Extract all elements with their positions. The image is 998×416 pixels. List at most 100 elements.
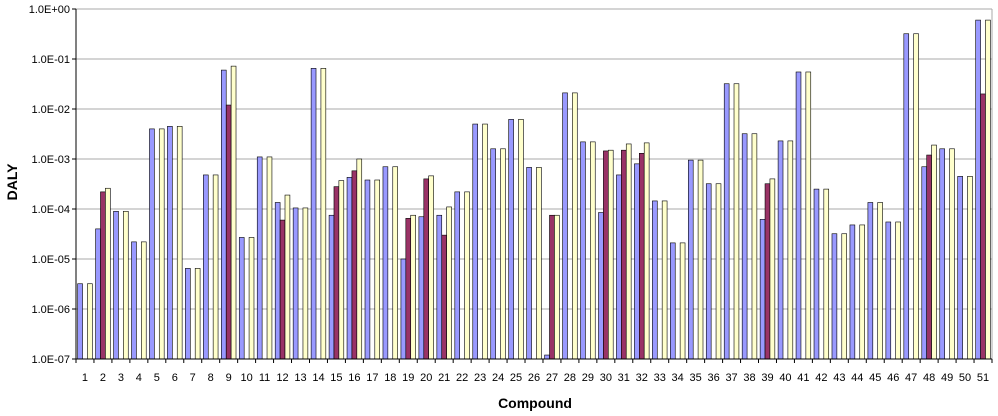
bar	[903, 33, 910, 360]
bar	[723, 83, 730, 360]
bar	[679, 242, 686, 360]
bar	[931, 144, 937, 360]
bar	[105, 187, 111, 360]
bar	[549, 214, 555, 360]
y-tick-label: 1.0E-01	[31, 54, 70, 66]
x-tick-label: 21	[438, 372, 450, 384]
x-tick-label: 12	[276, 372, 288, 384]
x-tick-label: 48	[923, 372, 935, 384]
bar	[274, 202, 281, 360]
bar	[374, 179, 381, 360]
x-tick-label: 11	[259, 372, 270, 384]
x-tick-label: 3	[118, 372, 124, 384]
bar	[212, 174, 219, 360]
bar	[482, 123, 488, 360]
x-tick-label: 13	[294, 372, 306, 384]
bar	[167, 126, 173, 360]
bar	[741, 133, 748, 360]
bar	[95, 228, 101, 360]
bar	[284, 194, 291, 360]
bar	[490, 148, 496, 360]
x-tick-label: 32	[636, 372, 648, 384]
bar	[238, 237, 245, 360]
bar	[805, 71, 812, 360]
y-tick-labels: 1.0E-07 1.0E-06 1.0E-05 1.0E-04 1.0E-03 1.0E-…	[29, 4, 70, 366]
bar	[777, 140, 784, 360]
x-tick-label: 15	[330, 372, 342, 384]
bar	[464, 191, 470, 360]
bar	[980, 93, 986, 360]
bar	[562, 92, 568, 360]
bar	[194, 268, 201, 360]
y-tick-label: 1.0E-06	[31, 304, 70, 316]
x-tick-label: 33	[654, 372, 666, 384]
x-tick-label: 37	[725, 372, 737, 384]
bar	[751, 133, 758, 360]
x-tick-label: 28	[564, 372, 576, 384]
bar	[603, 150, 609, 360]
bar	[733, 83, 740, 360]
bar	[939, 148, 945, 360]
x-tick-label: 27	[546, 372, 558, 384]
bar	[279, 219, 286, 360]
bar	[405, 218, 412, 360]
bar	[795, 71, 802, 360]
x-tick-label: 5	[154, 372, 160, 384]
bar	[590, 141, 596, 360]
x-tick-label: 6	[172, 372, 178, 384]
x-tick-label: 51	[977, 372, 989, 384]
bar	[625, 143, 632, 360]
y-tick-label: 1.0E-02	[31, 104, 70, 116]
bar	[715, 183, 722, 360]
x-tick-label: 31	[618, 372, 630, 384]
bar	[769, 178, 776, 360]
bar	[113, 210, 119, 360]
bar	[131, 241, 137, 360]
bar	[310, 68, 317, 360]
x-tick-label: 36	[707, 372, 719, 384]
bar	[518, 119, 524, 360]
bar	[185, 268, 191, 360]
bar	[508, 119, 514, 360]
bar	[841, 233, 847, 360]
bar	[831, 233, 838, 360]
bar	[302, 207, 309, 360]
bar	[913, 33, 919, 360]
bar	[877, 202, 883, 360]
x-tick-label: 1	[82, 372, 88, 384]
bar	[643, 142, 650, 360]
bar	[957, 176, 963, 360]
bar	[436, 214, 443, 360]
bar	[921, 166, 927, 360]
bar	[141, 241, 147, 360]
x-tick-label: 46	[887, 372, 899, 384]
x-tick-label: 16	[348, 372, 360, 384]
bar	[949, 148, 955, 360]
bar	[687, 159, 694, 360]
x-tick-label: 22	[456, 372, 468, 384]
bar	[652, 200, 658, 360]
bar	[661, 200, 668, 360]
y-tick-label: 1.0E-05	[31, 254, 70, 266]
bar	[158, 128, 165, 360]
bar	[410, 214, 416, 360]
x-tick-label: 2	[100, 372, 106, 384]
x-tick-label: 4	[136, 372, 142, 384]
bar	[333, 186, 340, 360]
x-tick-label: 24	[492, 372, 504, 384]
bar	[764, 183, 771, 360]
bar	[554, 214, 560, 360]
bar	[428, 175, 434, 360]
bar	[867, 202, 874, 360]
x-tick-label: 30	[600, 372, 612, 384]
bar	[256, 156, 263, 360]
bar	[634, 163, 640, 360]
bar	[77, 283, 83, 360]
bar	[787, 140, 794, 360]
x-tick-label: 50	[959, 372, 971, 384]
bar	[967, 176, 973, 360]
x-tick-label: 44	[851, 372, 863, 384]
bar	[356, 158, 363, 360]
x-tick-label: 43	[833, 372, 845, 384]
